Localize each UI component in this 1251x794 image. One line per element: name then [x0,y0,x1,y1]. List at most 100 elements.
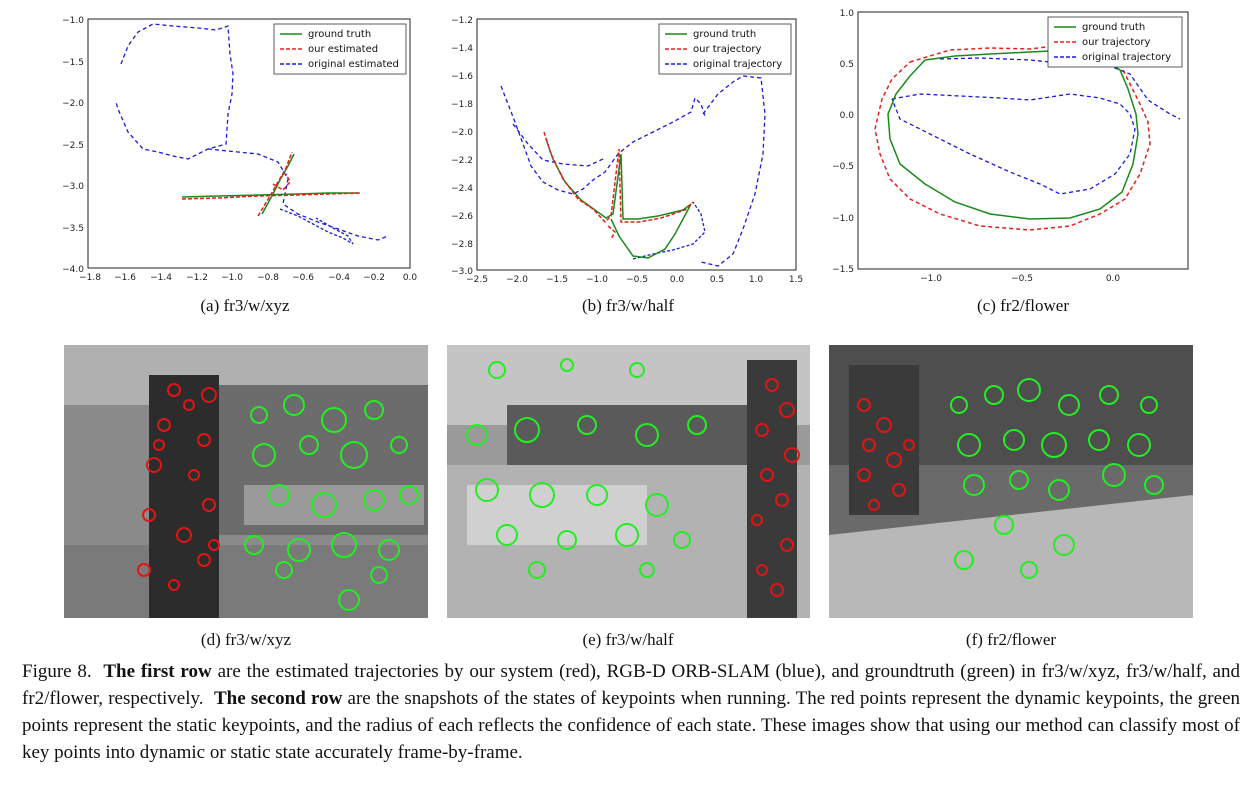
legend-label: ground truth [308,29,371,40]
ytick: −1.6 [451,72,473,82]
dynamic-keypoints [857,398,915,511]
subcaption-d: (d) fr3/w/xyz [200,630,292,649]
plot-c: 1.0 0.5 0.0 −0.5 −1.0 −1.5 −1.0 −0.5 0.0… [830,4,1200,289]
xtick: 0.0 [1106,274,1121,284]
our-estimated-line [181,151,361,217]
ytick: −3.0 [62,182,84,192]
static-keypoints [466,358,707,579]
ytick: −1.0 [832,214,854,224]
legend-label: our trajectory [693,44,761,55]
ytick: −1.2 [451,16,473,26]
ytick: 1.0 [840,9,855,19]
legend-label: ground truth [693,29,756,40]
static-keypoints [244,394,419,611]
snapshot-f-image [829,345,1193,618]
ytick: −3.0 [451,267,473,277]
ytick: −3.5 [62,224,84,234]
original-trajectory-line [279,208,354,245]
xtick: 0.5 [710,275,724,285]
legend-label: ground truth [1082,22,1145,33]
xtick: −1.2 [186,273,208,283]
legend-label: our trajectory [1082,37,1150,48]
snapshot-f [829,345,1193,618]
ytick: −2.6 [451,212,473,222]
subcaption-e: (e) fr3/w/half [582,630,674,649]
xtick: −0.8 [257,273,279,283]
xtick: −2.0 [506,275,528,285]
xtick: −1.4 [150,273,172,283]
subcaption-f: (f) fr2/flower [965,630,1057,649]
xtick: −0.5 [1011,274,1033,284]
plot-c-legend: ground truth our trajectory original tra… [1047,16,1183,68]
dynamic-keypoints [137,383,220,591]
subcaption-a: (a) fr3/w/xyz [200,296,290,315]
static-keypoints [950,378,1164,579]
ytick: −1.5 [62,58,84,68]
plot-a-xticks: −1.8 −1.6 −1.4 −1.2 −1.0 −0.8 −0.6 −0.4 … [79,273,417,283]
ytick: 0.0 [840,111,855,121]
legend-label: our estimated [308,44,378,55]
original-trajectory-line [632,201,706,260]
xtick: 0.0 [403,273,418,283]
caption-bold-second-row: The second row [214,688,343,709]
xtick: −1.6 [114,273,136,283]
ytick: −4.0 [62,265,84,275]
legend-label: original trajectory [1082,52,1171,63]
original-trajectory-line [115,23,389,241]
xtick: 0.0 [670,275,685,285]
ytick: −2.4 [451,184,473,194]
plot-a: −1.0 −1.5 −2.0 −2.5 −3.0 −3.5 −4.0 −1.8 … [58,4,428,289]
person-silhouette [149,375,219,618]
xtick: −0.6 [292,273,314,283]
plot-c-xticks: −1.0 −0.5 0.0 [920,274,1120,284]
snapshot-d [64,345,428,618]
ytick: −2.2 [451,156,473,166]
ytick: −1.4 [451,44,473,54]
ytick: −1.5 [832,265,854,275]
caption-text: are the estimated trajectories by our sy… [22,661,1240,709]
ytick: −2.5 [62,141,84,151]
ytick: −0.5 [832,162,854,172]
plot-a-yticks: −1.0 −1.5 −2.0 −2.5 −3.0 −3.5 −4.0 [62,16,84,275]
person-silhouette [747,360,797,618]
subcaption-c: (c) fr2/flower [976,296,1070,315]
ytick: −1.8 [451,100,473,110]
legend-label: original trajectory [693,59,782,70]
xtick: −0.4 [328,273,350,283]
xtick: −1.0 [586,275,608,285]
xtick: 1.0 [749,275,764,285]
snapshot-d-image [64,345,428,618]
ytick: −2.0 [62,99,84,109]
xtick: −1.0 [221,273,243,283]
plot-a-svg: −1.0 −1.5 −2.0 −2.5 −3.0 −3.5 −4.0 −1.8 … [62,16,417,283]
plot-a-legend: ground truth our estimated original esti… [273,23,407,75]
plot-b: −1.2 −1.4 −1.6 −1.8 −2.0 −2.2 −2.4 −2.6 … [443,4,813,289]
snapshot-e [447,345,810,618]
xtick: −0.2 [363,273,385,283]
plot-b-xticks: −2.5 −2.0 −1.5 −1.0 −0.5 0.0 0.5 1.0 1.5 [466,275,803,285]
xtick: 1.5 [789,275,803,285]
snapshot-e-image [447,345,810,618]
ytick: 0.5 [840,60,854,70]
figure-caption: Figure 8. The first row are the estimate… [22,658,1240,766]
ytick: −2.8 [451,240,473,250]
figure-label: Figure 8. [22,661,92,682]
ytick: −1.0 [62,16,84,26]
dynamic-keypoints [751,378,800,597]
caption-text: are the snapshots of the states of keypo… [22,688,1241,763]
xtick: −1.5 [546,275,568,285]
ytick: −2.0 [451,128,473,138]
plot-b-yticks: −1.2 −1.4 −1.6 −1.8 −2.0 −2.2 −2.4 −2.6 … [451,16,473,277]
original-trajectory-line [500,75,766,267]
plot-c-yticks: 1.0 0.5 0.0 −0.5 −1.0 −1.5 [832,9,854,275]
our-trajectory-line [543,131,694,240]
plot-b-legend: ground truth our trajectory original tra… [658,23,792,75]
xtick: −2.5 [466,275,488,285]
caption-bold-first-row: The first row [103,661,212,682]
plot-c-svg: 1.0 0.5 0.0 −0.5 −1.0 −1.5 −1.0 −0.5 0.0… [832,9,1189,284]
legend-label: original estimated [308,59,399,70]
xtick: −0.5 [626,275,648,285]
plot-b-svg: −1.2 −1.4 −1.6 −1.8 −2.0 −2.2 −2.4 −2.6 … [451,16,803,285]
xtick: −1.8 [79,273,101,283]
xtick: −1.0 [920,274,942,284]
